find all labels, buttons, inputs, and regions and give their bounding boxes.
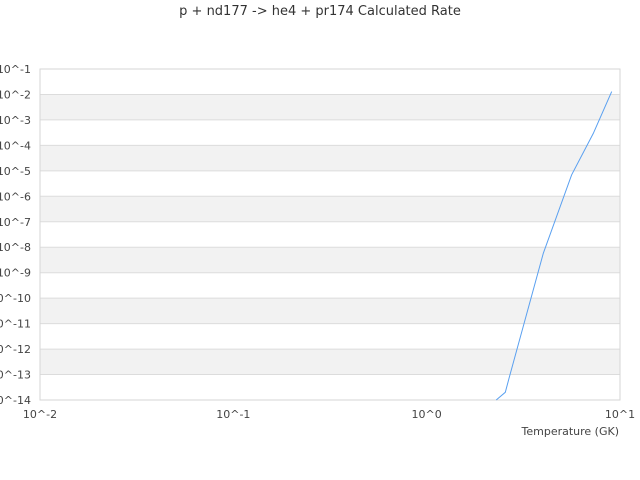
grid-band: [40, 247, 620, 273]
grid-band: [40, 196, 620, 222]
y-tick-label: 10^-3: [0, 114, 31, 127]
x-axis-label: Temperature (GK): [521, 425, 620, 438]
y-tick-label: 10^-11: [0, 318, 31, 331]
grid-band: [40, 349, 620, 375]
y-tick-label: 10^-10: [0, 292, 31, 305]
y-tick-label: 10^-12: [0, 343, 31, 356]
x-tick-label: 10^-2: [23, 408, 57, 421]
x-tick-label: 10^-1: [216, 408, 250, 421]
plot-border: [39, 68, 621, 401]
y-tick-label: 10^-14: [0, 394, 31, 407]
y-tick-label: 10^-4: [0, 139, 31, 152]
y-tick-label: 10^-7: [0, 216, 31, 229]
grid-band: [40, 94, 620, 120]
y-tick-label: 10^-6: [0, 190, 31, 203]
y-tick-label: 10^-1: [0, 63, 31, 76]
y-tick-label: 10^-2: [0, 88, 31, 101]
grid-band: [40, 298, 620, 324]
y-tick-label: 10^-9: [0, 267, 31, 280]
y-tick-label: 10^-13: [0, 369, 31, 382]
x-tick-label: 10^0: [412, 408, 442, 421]
chart-title: p + nd177 -> he4 + pr174 Calculated Rate: [179, 4, 461, 19]
x-tick-label: 10^1: [605, 408, 635, 421]
grid-band: [40, 145, 620, 171]
y-tick-label: 10^-8: [0, 241, 31, 254]
y-tick-label: 10^-5: [0, 165, 31, 178]
series-line: [495, 91, 613, 401]
